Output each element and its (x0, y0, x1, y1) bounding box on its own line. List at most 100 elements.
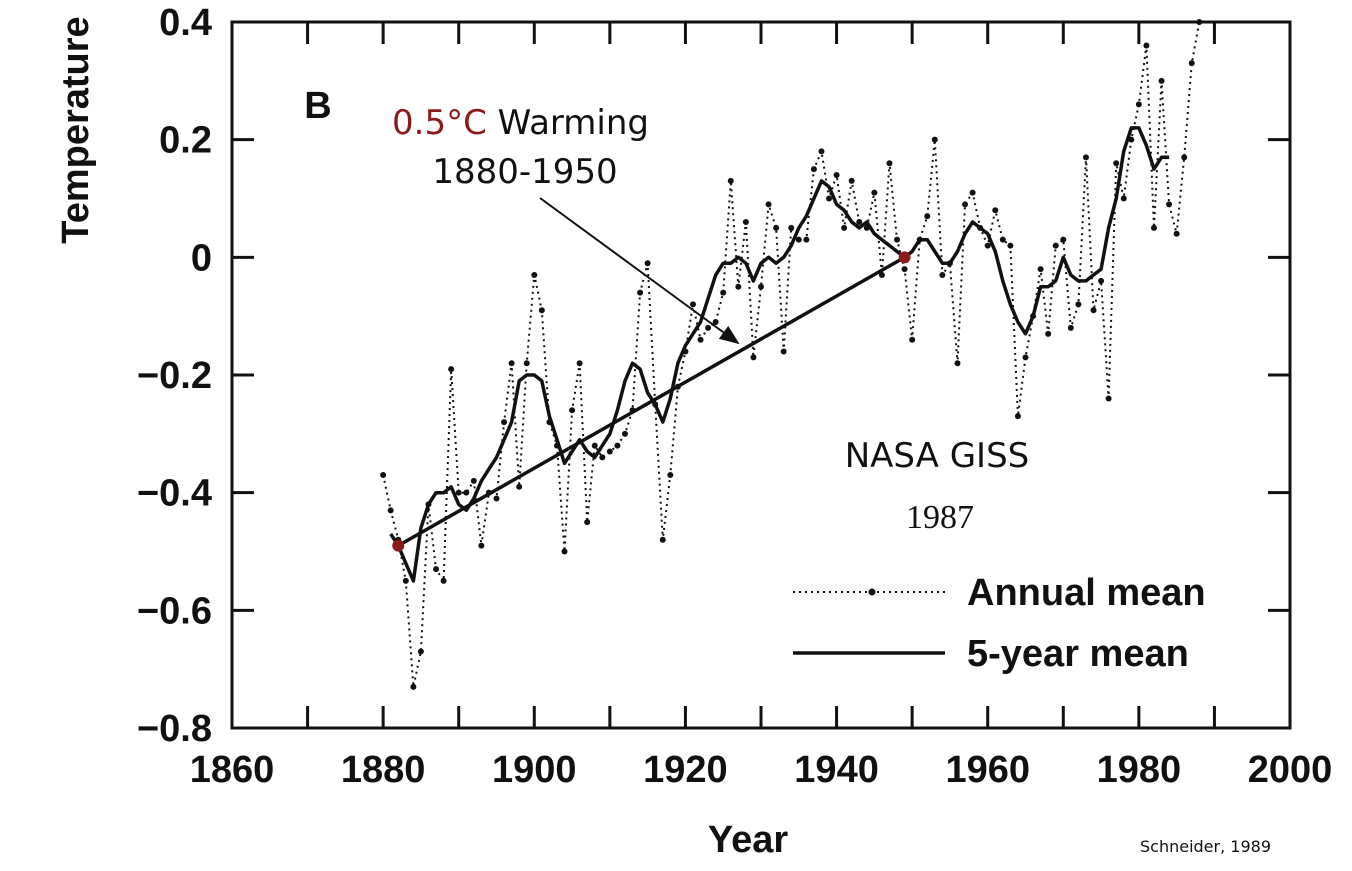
point (909, 336, 916, 343)
y-tick-label: −0.4 (137, 473, 212, 515)
point (659, 536, 666, 543)
point (478, 542, 485, 549)
point (758, 283, 764, 290)
point (493, 495, 500, 502)
point (523, 360, 530, 367)
annotation-amount: 0.5°C (392, 103, 487, 143)
point (984, 242, 991, 249)
point (1067, 324, 1074, 331)
point (1113, 160, 1120, 167)
point (561, 548, 568, 555)
point (856, 219, 863, 226)
x-tick-label: 1860 (190, 749, 275, 791)
point (1196, 19, 1203, 25)
point (750, 354, 757, 361)
point (788, 224, 795, 231)
point (954, 360, 961, 367)
point (667, 472, 674, 479)
y-tick-label: −0.6 (137, 590, 212, 632)
point (440, 577, 447, 584)
legend-label: Annual mean (967, 572, 1206, 614)
point (1007, 242, 1014, 249)
point (380, 472, 387, 479)
point (1188, 60, 1195, 67)
point (901, 266, 908, 273)
point (803, 236, 810, 243)
point (614, 442, 621, 449)
point (931, 136, 938, 143)
point (448, 366, 455, 373)
point (841, 224, 848, 231)
point (878, 271, 885, 278)
point (637, 289, 644, 296)
point (894, 236, 901, 243)
point (773, 224, 780, 231)
point (1052, 242, 1059, 249)
y-axis-label: Temperature (55, 16, 97, 243)
point (463, 489, 470, 496)
point (1098, 277, 1105, 284)
point (501, 419, 508, 426)
annotation-year: 1987 (906, 499, 974, 536)
point (1014, 413, 1021, 420)
series-line (389, 126, 1170, 583)
y-tick-label: 0 (191, 237, 212, 279)
point (516, 483, 523, 490)
point (584, 519, 591, 526)
point (999, 236, 1006, 243)
point (969, 189, 976, 196)
point (795, 236, 802, 243)
x-tick-label: 2000 (1248, 749, 1333, 791)
point (742, 219, 749, 226)
point (720, 289, 727, 296)
point (1075, 301, 1082, 308)
point (1105, 395, 1112, 402)
y-tick-label: −0.2 (137, 355, 212, 397)
point (576, 360, 583, 367)
point (417, 648, 424, 655)
point (727, 177, 734, 184)
point (1090, 307, 1097, 314)
source: Schneider, 1989 (1140, 837, 1271, 856)
annotation: 0.5°C Warming (392, 103, 649, 143)
point (765, 201, 772, 208)
point (689, 301, 696, 308)
legend-swatch-dot (868, 588, 876, 596)
point (818, 148, 825, 155)
point (644, 260, 651, 267)
panel-label: B (304, 85, 331, 127)
y-tick-label: 0.4 (159, 2, 212, 44)
point (1166, 201, 1173, 208)
x-tick-label: 1980 (1097, 749, 1182, 791)
x-tick-label: 1960 (945, 749, 1030, 791)
trend-point (392, 539, 405, 552)
x-tick-label: 1940 (794, 749, 879, 791)
point (697, 336, 704, 343)
x-tick-label: 1880 (341, 749, 426, 791)
point (992, 207, 999, 214)
point (871, 189, 878, 196)
point (470, 477, 477, 484)
annotation-agency: NASA GISS (845, 436, 1030, 476)
point (621, 430, 628, 437)
point (810, 166, 817, 173)
trend-line (397, 255, 906, 548)
point (1045, 330, 1052, 337)
point (939, 271, 946, 278)
point (886, 160, 893, 167)
y-tick-label: 0.2 (159, 120, 212, 162)
legend-label: 5-year mean (967, 633, 1189, 675)
point (402, 577, 409, 584)
point (1060, 236, 1067, 243)
point (591, 442, 598, 449)
point (1120, 195, 1127, 202)
annotation-word: Warming (498, 103, 649, 143)
trend-point (898, 251, 911, 264)
point (1181, 154, 1188, 161)
point (410, 683, 417, 690)
annotation-arrow (539, 197, 740, 345)
point (780, 348, 787, 355)
point (455, 489, 462, 496)
point (1037, 266, 1044, 273)
point (1158, 77, 1165, 84)
